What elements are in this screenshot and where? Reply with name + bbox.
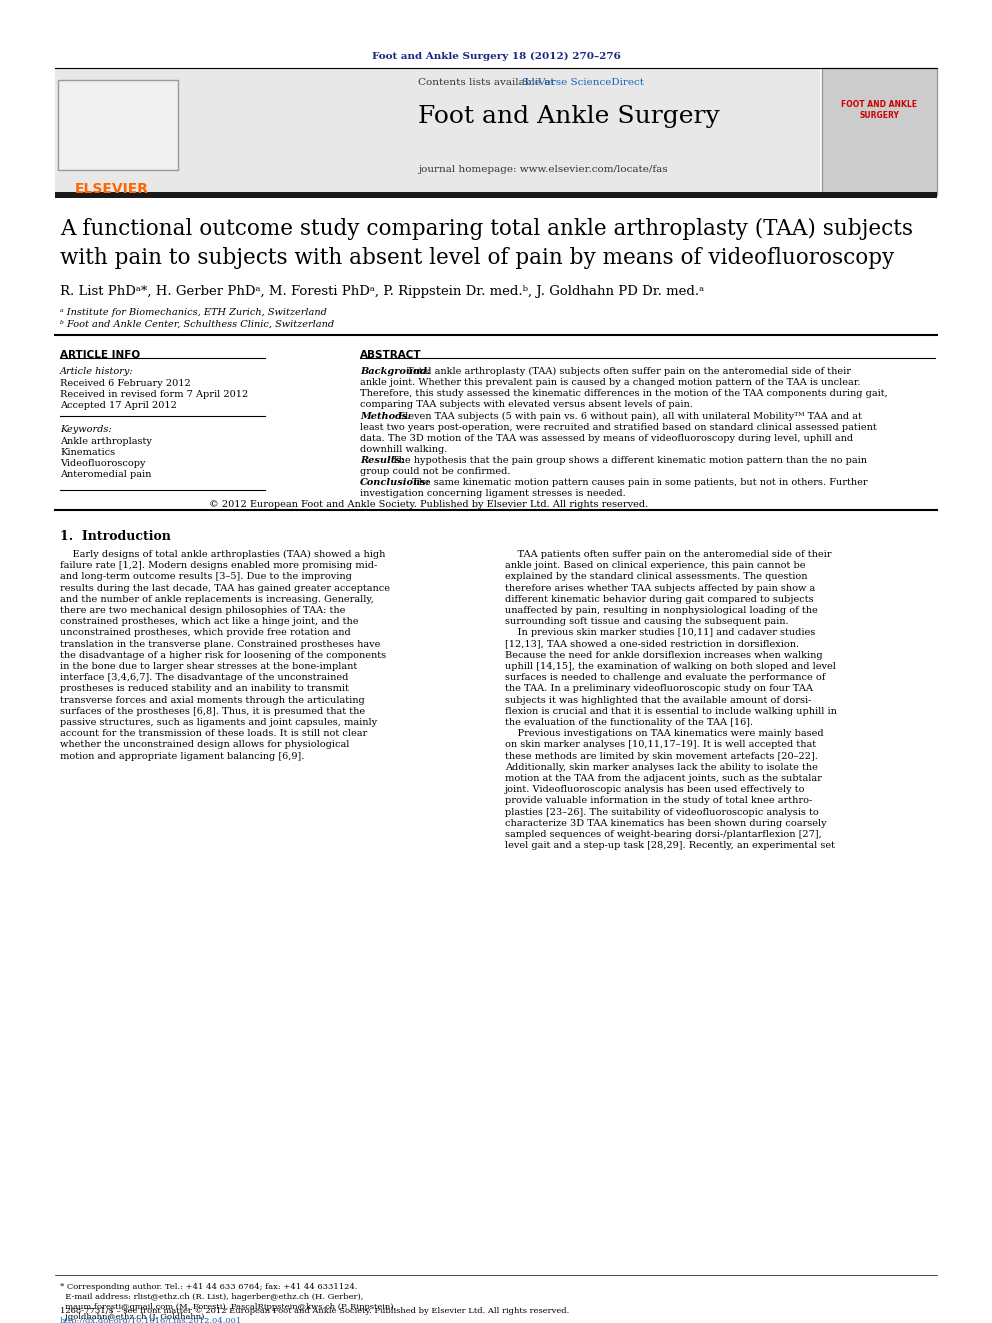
Text: * Corresponding author. Tel.: +41 44 633 6764; fax: +41 44 6331124.: * Corresponding author. Tel.: +41 44 633… xyxy=(60,1283,357,1291)
Text: FOOT AND ANKLE
SURGERY: FOOT AND ANKLE SURGERY xyxy=(841,101,917,120)
Text: [12,13], TAA showed a one-sided restriction in dorsiflexion.: [12,13], TAA showed a one-sided restrict… xyxy=(505,639,800,648)
Text: joint. Videofluoroscopic analysis has been used effectively to: joint. Videofluoroscopic analysis has be… xyxy=(505,785,806,794)
Text: maum.foresti@gmail.com (M. Foresti), PascalRippstein@kws.ch (P. Rippstein),: maum.foresti@gmail.com (M. Foresti), Pas… xyxy=(60,1303,396,1311)
Text: investigation concerning ligament stresses is needed.: investigation concerning ligament stress… xyxy=(360,490,626,497)
Text: surrounding soft tissue and causing the subsequent pain.: surrounding soft tissue and causing the … xyxy=(505,618,789,626)
Text: uphill [14,15], the examination of walking on both sloped and level: uphill [14,15], the examination of walki… xyxy=(505,662,836,671)
Text: on skin marker analyses [10,11,17–19]. It is well accepted that: on skin marker analyses [10,11,17–19]. I… xyxy=(505,741,816,749)
Text: there are two mechanical design philosophies of TAA: the: there are two mechanical design philosop… xyxy=(60,606,345,615)
Text: the evaluation of the functionality of the TAA [16].: the evaluation of the functionality of t… xyxy=(505,718,753,728)
Text: comparing TAA subjects with elevated versus absent levels of pain.: comparing TAA subjects with elevated ver… xyxy=(360,400,692,409)
Text: Early designs of total ankle arthroplasties (TAA) showed a high: Early designs of total ankle arthroplast… xyxy=(60,550,385,560)
Text: surfaces of the prostheses [6,8]. Thus, it is presumed that the: surfaces of the prostheses [6,8]. Thus, … xyxy=(60,706,365,716)
Text: in the bone due to larger shear stresses at the bone-implant: in the bone due to larger shear stresses… xyxy=(60,662,357,671)
Text: unaffected by pain, resulting in nonphysiological loading of the: unaffected by pain, resulting in nonphys… xyxy=(505,606,817,615)
Text: motion and appropriate ligament balancing [6,9].: motion and appropriate ligament balancin… xyxy=(60,751,305,761)
Text: The same kinematic motion pattern causes pain in some patients, but not in other: The same kinematic motion pattern causes… xyxy=(412,478,868,487)
Text: Because the need for ankle dorsiflexion increases when walking: Because the need for ankle dorsiflexion … xyxy=(505,651,822,660)
Text: the disadvantage of a higher risk for loosening of the components: the disadvantage of a higher risk for lo… xyxy=(60,651,386,660)
Text: ABSTRACT: ABSTRACT xyxy=(360,351,422,360)
Text: level gait and a step-up task [28,29]. Recently, an experimental set: level gait and a step-up task [28,29]. R… xyxy=(505,841,835,851)
Text: Methods:: Methods: xyxy=(360,411,411,421)
Text: whether the unconstrained design allows for physiological: whether the unconstrained design allows … xyxy=(60,741,349,749)
Text: The hypothesis that the pain group shows a different kinematic motion pattern th: The hypothesis that the pain group shows… xyxy=(392,456,867,464)
Bar xyxy=(58,79,178,169)
Text: Therefore, this study assessed the kinematic differences in the motion of the TA: Therefore, this study assessed the kinem… xyxy=(360,389,888,398)
Text: motion at the TAA from the adjacent joints, such as the subtalar: motion at the TAA from the adjacent join… xyxy=(505,774,822,783)
Text: plasties [23–26]. The suitability of videofluoroscopic analysis to: plasties [23–26]. The suitability of vid… xyxy=(505,807,818,816)
Text: subjects it was highlighted that the available amount of dorsi-: subjects it was highlighted that the ava… xyxy=(505,696,811,705)
Text: Keywords:: Keywords: xyxy=(60,425,112,434)
Text: R. List PhDᵃ*, H. Gerber PhDᵃ, M. Foresti PhDᵃ, P. Rippstein Dr. med.ᵇ, J. Goldh: R. List PhDᵃ*, H. Gerber PhDᵃ, M. Forest… xyxy=(60,284,704,298)
Text: Results:: Results: xyxy=(360,456,405,464)
Text: In previous skin marker studies [10,11] and cadaver studies: In previous skin marker studies [10,11] … xyxy=(505,628,815,638)
Text: SciVerse ScienceDirect: SciVerse ScienceDirect xyxy=(522,78,644,87)
Text: jgoldhahn@ethz.ch (J. Goldhahn).: jgoldhahn@ethz.ch (J. Goldhahn). xyxy=(60,1312,207,1320)
Text: 1268-7731/$ – see front matter © 2012 European Foot and Ankle Society. Published: 1268-7731/$ – see front matter © 2012 Eu… xyxy=(60,1307,569,1315)
Text: passive structures, such as ligaments and joint capsules, mainly: passive structures, such as ligaments an… xyxy=(60,718,377,728)
Text: surfaces is needed to challenge and evaluate the performance of: surfaces is needed to challenge and eval… xyxy=(505,673,825,683)
Text: Contents lists available at: Contents lists available at xyxy=(418,78,558,87)
Text: failure rate [1,2]. Modern designs enabled more promising mid-: failure rate [1,2]. Modern designs enabl… xyxy=(60,561,377,570)
Text: Kinematics: Kinematics xyxy=(60,448,115,456)
Text: and long-term outcome results [3–5]. Due to the improving: and long-term outcome results [3–5]. Due… xyxy=(60,573,352,581)
Text: explained by the standard clinical assessments. The question: explained by the standard clinical asses… xyxy=(505,573,807,581)
Text: Previous investigations on TAA kinematics were mainly based: Previous investigations on TAA kinematic… xyxy=(505,729,823,738)
Text: constrained prostheses, which act like a hinge joint, and the: constrained prostheses, which act like a… xyxy=(60,618,358,626)
Text: E-mail address: rlist@ethz.ch (R. List), hagerber@ethz.ch (H. Gerber),: E-mail address: rlist@ethz.ch (R. List),… xyxy=(60,1293,363,1301)
Text: the TAA. In a preliminary videofluoroscopic study on four TAA: the TAA. In a preliminary videofluorosco… xyxy=(505,684,812,693)
Text: Foot and Ankle Surgery: Foot and Ankle Surgery xyxy=(418,105,720,128)
Text: 1.  Introduction: 1. Introduction xyxy=(60,531,171,542)
Text: downhill walking.: downhill walking. xyxy=(360,445,447,454)
Text: sampled sequences of weight-bearing dorsi-/plantarflexion [27],: sampled sequences of weight-bearing dors… xyxy=(505,830,821,839)
Text: data. The 3D motion of the TAA was assessed by means of videofluoroscopy during : data. The 3D motion of the TAA was asses… xyxy=(360,434,853,443)
Text: Accepted 17 April 2012: Accepted 17 April 2012 xyxy=(60,401,177,410)
Text: prostheses is reduced stability and an inability to transmit: prostheses is reduced stability and an i… xyxy=(60,684,349,693)
Text: flexion is crucial and that it is essential to include walking uphill in: flexion is crucial and that it is essent… xyxy=(505,706,837,716)
Text: account for the transmission of these loads. It is still not clear: account for the transmission of these lo… xyxy=(60,729,367,738)
Text: Additionally, skin marker analyses lack the ability to isolate the: Additionally, skin marker analyses lack … xyxy=(505,763,817,771)
Bar xyxy=(55,192,937,198)
Text: journal homepage: www.elsevier.com/locate/fas: journal homepage: www.elsevier.com/locat… xyxy=(418,165,668,175)
Text: Conclusions:: Conclusions: xyxy=(360,478,431,487)
Text: ELSEVIER: ELSEVIER xyxy=(75,183,149,196)
Text: http://dx.doi.org/10.1016/j.fas.2012.04.001: http://dx.doi.org/10.1016/j.fas.2012.04.… xyxy=(60,1316,242,1323)
Text: Received in revised form 7 April 2012: Received in revised form 7 April 2012 xyxy=(60,390,248,400)
Text: © 2012 European Foot and Ankle Society. Published by Elsevier Ltd. All rights re: © 2012 European Foot and Ankle Society. … xyxy=(208,500,648,509)
Text: Eleven TAA subjects (5 with pain vs. 6 without pain), all with unilateral Mobili: Eleven TAA subjects (5 with pain vs. 6 w… xyxy=(398,411,862,421)
Text: group could not be confirmed.: group could not be confirmed. xyxy=(360,467,511,476)
Text: ᵇ Foot and Ankle Center, Schulthess Clinic, Switzerland: ᵇ Foot and Ankle Center, Schulthess Clin… xyxy=(60,320,334,329)
Text: Anteromedial pain: Anteromedial pain xyxy=(60,470,152,479)
Text: Total ankle arthroplasty (TAA) subjects often suffer pain on the anteromedial si: Total ankle arthroplasty (TAA) subjects … xyxy=(407,366,851,376)
Text: Foot and Ankle Surgery 18 (2012) 270–276: Foot and Ankle Surgery 18 (2012) 270–276 xyxy=(372,52,620,61)
Text: TAA patients often suffer pain on the anteromedial side of their: TAA patients often suffer pain on the an… xyxy=(505,550,831,560)
Text: and the number of ankle replacements is increasing. Generally,: and the number of ankle replacements is … xyxy=(60,595,374,603)
Text: translation in the transverse plane. Constrained prostheses have: translation in the transverse plane. Con… xyxy=(60,639,380,648)
Text: different kinematic behavior during gait compared to subjects: different kinematic behavior during gait… xyxy=(505,595,813,603)
Text: Ankle arthroplasty: Ankle arthroplasty xyxy=(60,437,152,446)
Text: ARTICLE INFO: ARTICLE INFO xyxy=(60,351,140,360)
Text: Article history:: Article history: xyxy=(60,366,134,376)
Bar xyxy=(55,67,820,194)
Text: A functional outcome study comparing total ankle arthroplasty (TAA) subjects
wit: A functional outcome study comparing tot… xyxy=(60,218,913,269)
Text: these methods are limited by skin movement artefacts [20–22].: these methods are limited by skin moveme… xyxy=(505,751,817,761)
Text: unconstrained prostheses, which provide free rotation and: unconstrained prostheses, which provide … xyxy=(60,628,351,638)
Text: interface [3,4,6,7]. The disadvantage of the unconstrained: interface [3,4,6,7]. The disadvantage of… xyxy=(60,673,348,683)
Text: Received 6 February 2012: Received 6 February 2012 xyxy=(60,378,190,388)
Bar xyxy=(822,67,937,194)
Text: characterize 3D TAA kinematics has been shown during coarsely: characterize 3D TAA kinematics has been … xyxy=(505,819,826,828)
Text: ᵃ Institute for Biomechanics, ETH Zurich, Switzerland: ᵃ Institute for Biomechanics, ETH Zurich… xyxy=(60,308,327,318)
Text: results during the last decade, TAA has gained greater acceptance: results during the last decade, TAA has … xyxy=(60,583,390,593)
Text: least two years post-operation, were recruited and stratified based on standard : least two years post-operation, were rec… xyxy=(360,423,877,433)
Text: ankle joint. Whether this prevalent pain is caused by a changed motion pattern o: ankle joint. Whether this prevalent pain… xyxy=(360,378,860,388)
Text: Videofluoroscopy: Videofluoroscopy xyxy=(60,459,146,468)
Text: Background:: Background: xyxy=(360,366,431,376)
Text: ankle joint. Based on clinical experience, this pain cannot be: ankle joint. Based on clinical experienc… xyxy=(505,561,806,570)
Text: transverse forces and axial moments through the articulating: transverse forces and axial moments thro… xyxy=(60,696,365,705)
Text: provide valuable information in the study of total knee arthro-: provide valuable information in the stud… xyxy=(505,796,812,806)
Text: therefore arises whether TAA subjects affected by pain show a: therefore arises whether TAA subjects af… xyxy=(505,583,815,593)
